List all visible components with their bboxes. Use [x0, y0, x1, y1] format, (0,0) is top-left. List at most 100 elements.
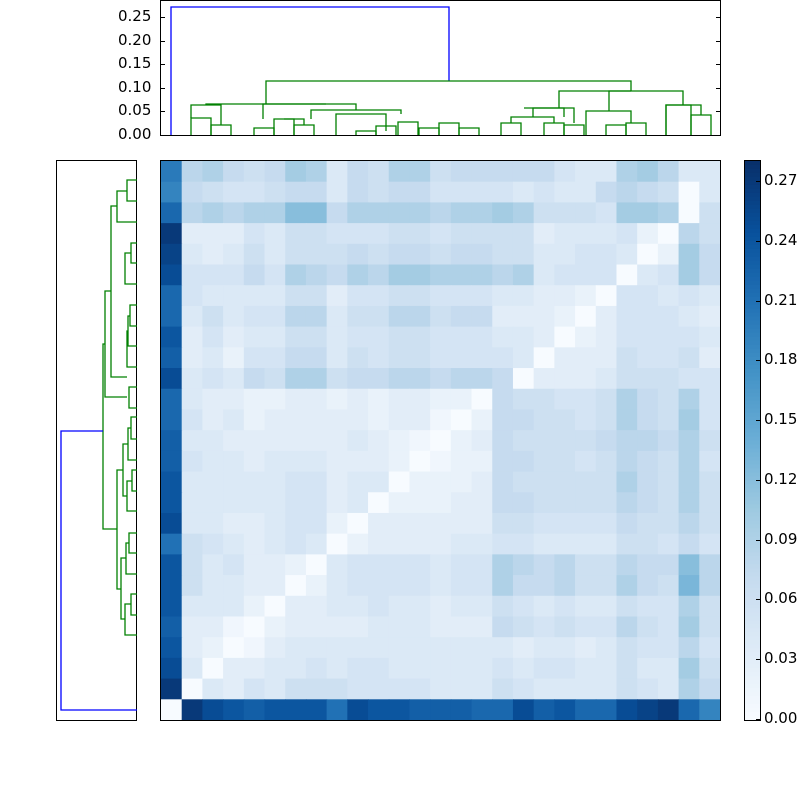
heatmap-cell — [409, 202, 431, 224]
dendrogram-link — [60, 430, 137, 711]
heatmap-cell — [699, 347, 720, 369]
heatmap-cell — [181, 699, 203, 720]
heatmap-cell — [678, 388, 700, 411]
colorbar-tick-label: 0.24 — [764, 230, 798, 249]
heatmap-cell — [595, 409, 618, 431]
dendrogram-link — [210, 124, 232, 135]
heatmap-cell — [285, 285, 307, 307]
heatmap-cell — [326, 637, 348, 659]
heatmap-cell — [678, 595, 700, 618]
heatmap-cell — [471, 264, 493, 286]
heatmap-cell — [202, 595, 224, 618]
dendrogram-link — [397, 121, 419, 135]
heatmap-cell — [161, 161, 183, 183]
heatmap-cell — [409, 264, 431, 286]
heatmap-cell — [512, 305, 535, 328]
dendrogram-link — [690, 114, 712, 135]
heatmap-cell — [347, 616, 369, 638]
dendrogram-link — [625, 122, 647, 135]
heatmap-cell — [243, 554, 266, 576]
heatmap-cell — [264, 202, 286, 224]
heatmap-cell — [657, 595, 680, 618]
colorbar-tick-label: 0.18 — [764, 350, 798, 369]
heatmap-cell — [264, 699, 286, 720]
heatmap-cell — [326, 388, 348, 411]
heatmap-cell — [616, 285, 638, 307]
heatmap-cell — [616, 616, 638, 638]
heatmap-cell — [285, 554, 307, 576]
heatmap-cell — [450, 202, 473, 224]
heatmap-cell — [533, 243, 555, 266]
heatmap-cell — [388, 368, 411, 390]
heatmap-cell — [326, 430, 348, 452]
heatmap-cell — [699, 575, 720, 597]
heatmap-cell — [554, 471, 576, 493]
heatmap-cell — [326, 347, 348, 369]
heatmap-cell — [368, 243, 390, 266]
colorbar-tick — [756, 420, 760, 422]
heatmap-cell — [533, 699, 555, 720]
heatmap-cell — [699, 554, 720, 576]
heatmap-cell — [616, 161, 638, 183]
heatmap-cell — [595, 637, 618, 659]
heatmap-cell — [637, 699, 659, 720]
heatmap-cell — [181, 430, 203, 452]
heatmap-cell — [637, 285, 659, 307]
heatmap-cell — [699, 637, 720, 659]
heatmap-cell — [512, 616, 535, 638]
heatmap-cell — [512, 471, 535, 493]
heatmap-cell — [202, 181, 224, 203]
heatmap-cell — [678, 699, 700, 720]
heatmap-cell — [637, 409, 659, 431]
heatmap-cell — [409, 409, 431, 431]
heatmap-cell — [595, 595, 618, 618]
heatmap-cell — [285, 243, 307, 266]
heatmap-cell — [471, 450, 493, 473]
heatmap-cell — [657, 471, 680, 493]
heatmap-cell — [161, 512, 183, 535]
heatmap-cell — [243, 305, 266, 328]
colorbar-tick — [756, 240, 760, 242]
heatmap-cell — [347, 202, 369, 224]
heatmap-cell — [450, 285, 473, 307]
heatmap-cell — [305, 512, 328, 535]
heatmap-cell — [264, 471, 286, 493]
heatmap-cell — [409, 595, 431, 618]
heatmap-cell — [223, 678, 245, 700]
heatmap-cell — [285, 264, 307, 286]
heatmap-cell — [471, 368, 493, 390]
heatmap-cell — [368, 264, 390, 286]
heatmap-cell — [450, 637, 473, 659]
heatmap-cell — [595, 492, 618, 514]
dendrogram-link — [127, 427, 137, 461]
heatmap-cell — [202, 637, 224, 659]
heatmap-cell — [285, 492, 307, 514]
heatmap-cell — [699, 305, 720, 328]
heatmap-cell — [326, 181, 348, 203]
heatmap-cell — [430, 388, 452, 411]
heatmap-cell — [575, 533, 597, 555]
heatmap-cell — [305, 699, 328, 720]
heatmap-cell — [368, 368, 390, 390]
heatmap-cell — [161, 575, 183, 597]
heatmap-cell — [202, 285, 224, 307]
heatmap-cell — [388, 450, 411, 473]
heatmap-cell — [616, 243, 638, 266]
heatmap-cell — [305, 285, 328, 307]
heatmap-cell — [471, 533, 493, 555]
heatmap-cell — [347, 243, 369, 266]
heatmap-cell — [533, 202, 555, 224]
heatmap-cell — [430, 223, 452, 245]
heatmap-cell — [450, 575, 473, 597]
top-axis-tick — [161, 135, 165, 136]
heatmap-cell — [595, 368, 618, 390]
heatmap-cell — [450, 512, 473, 535]
heatmap-cell — [243, 368, 266, 390]
heatmap-cell — [430, 471, 452, 493]
heatmap-cell — [699, 492, 720, 514]
heatmap-cell — [512, 595, 535, 618]
heatmap-cell — [326, 616, 348, 638]
heatmap-cell — [388, 347, 411, 369]
heatmap-cell — [223, 616, 245, 638]
heatmap-cell — [223, 637, 245, 659]
